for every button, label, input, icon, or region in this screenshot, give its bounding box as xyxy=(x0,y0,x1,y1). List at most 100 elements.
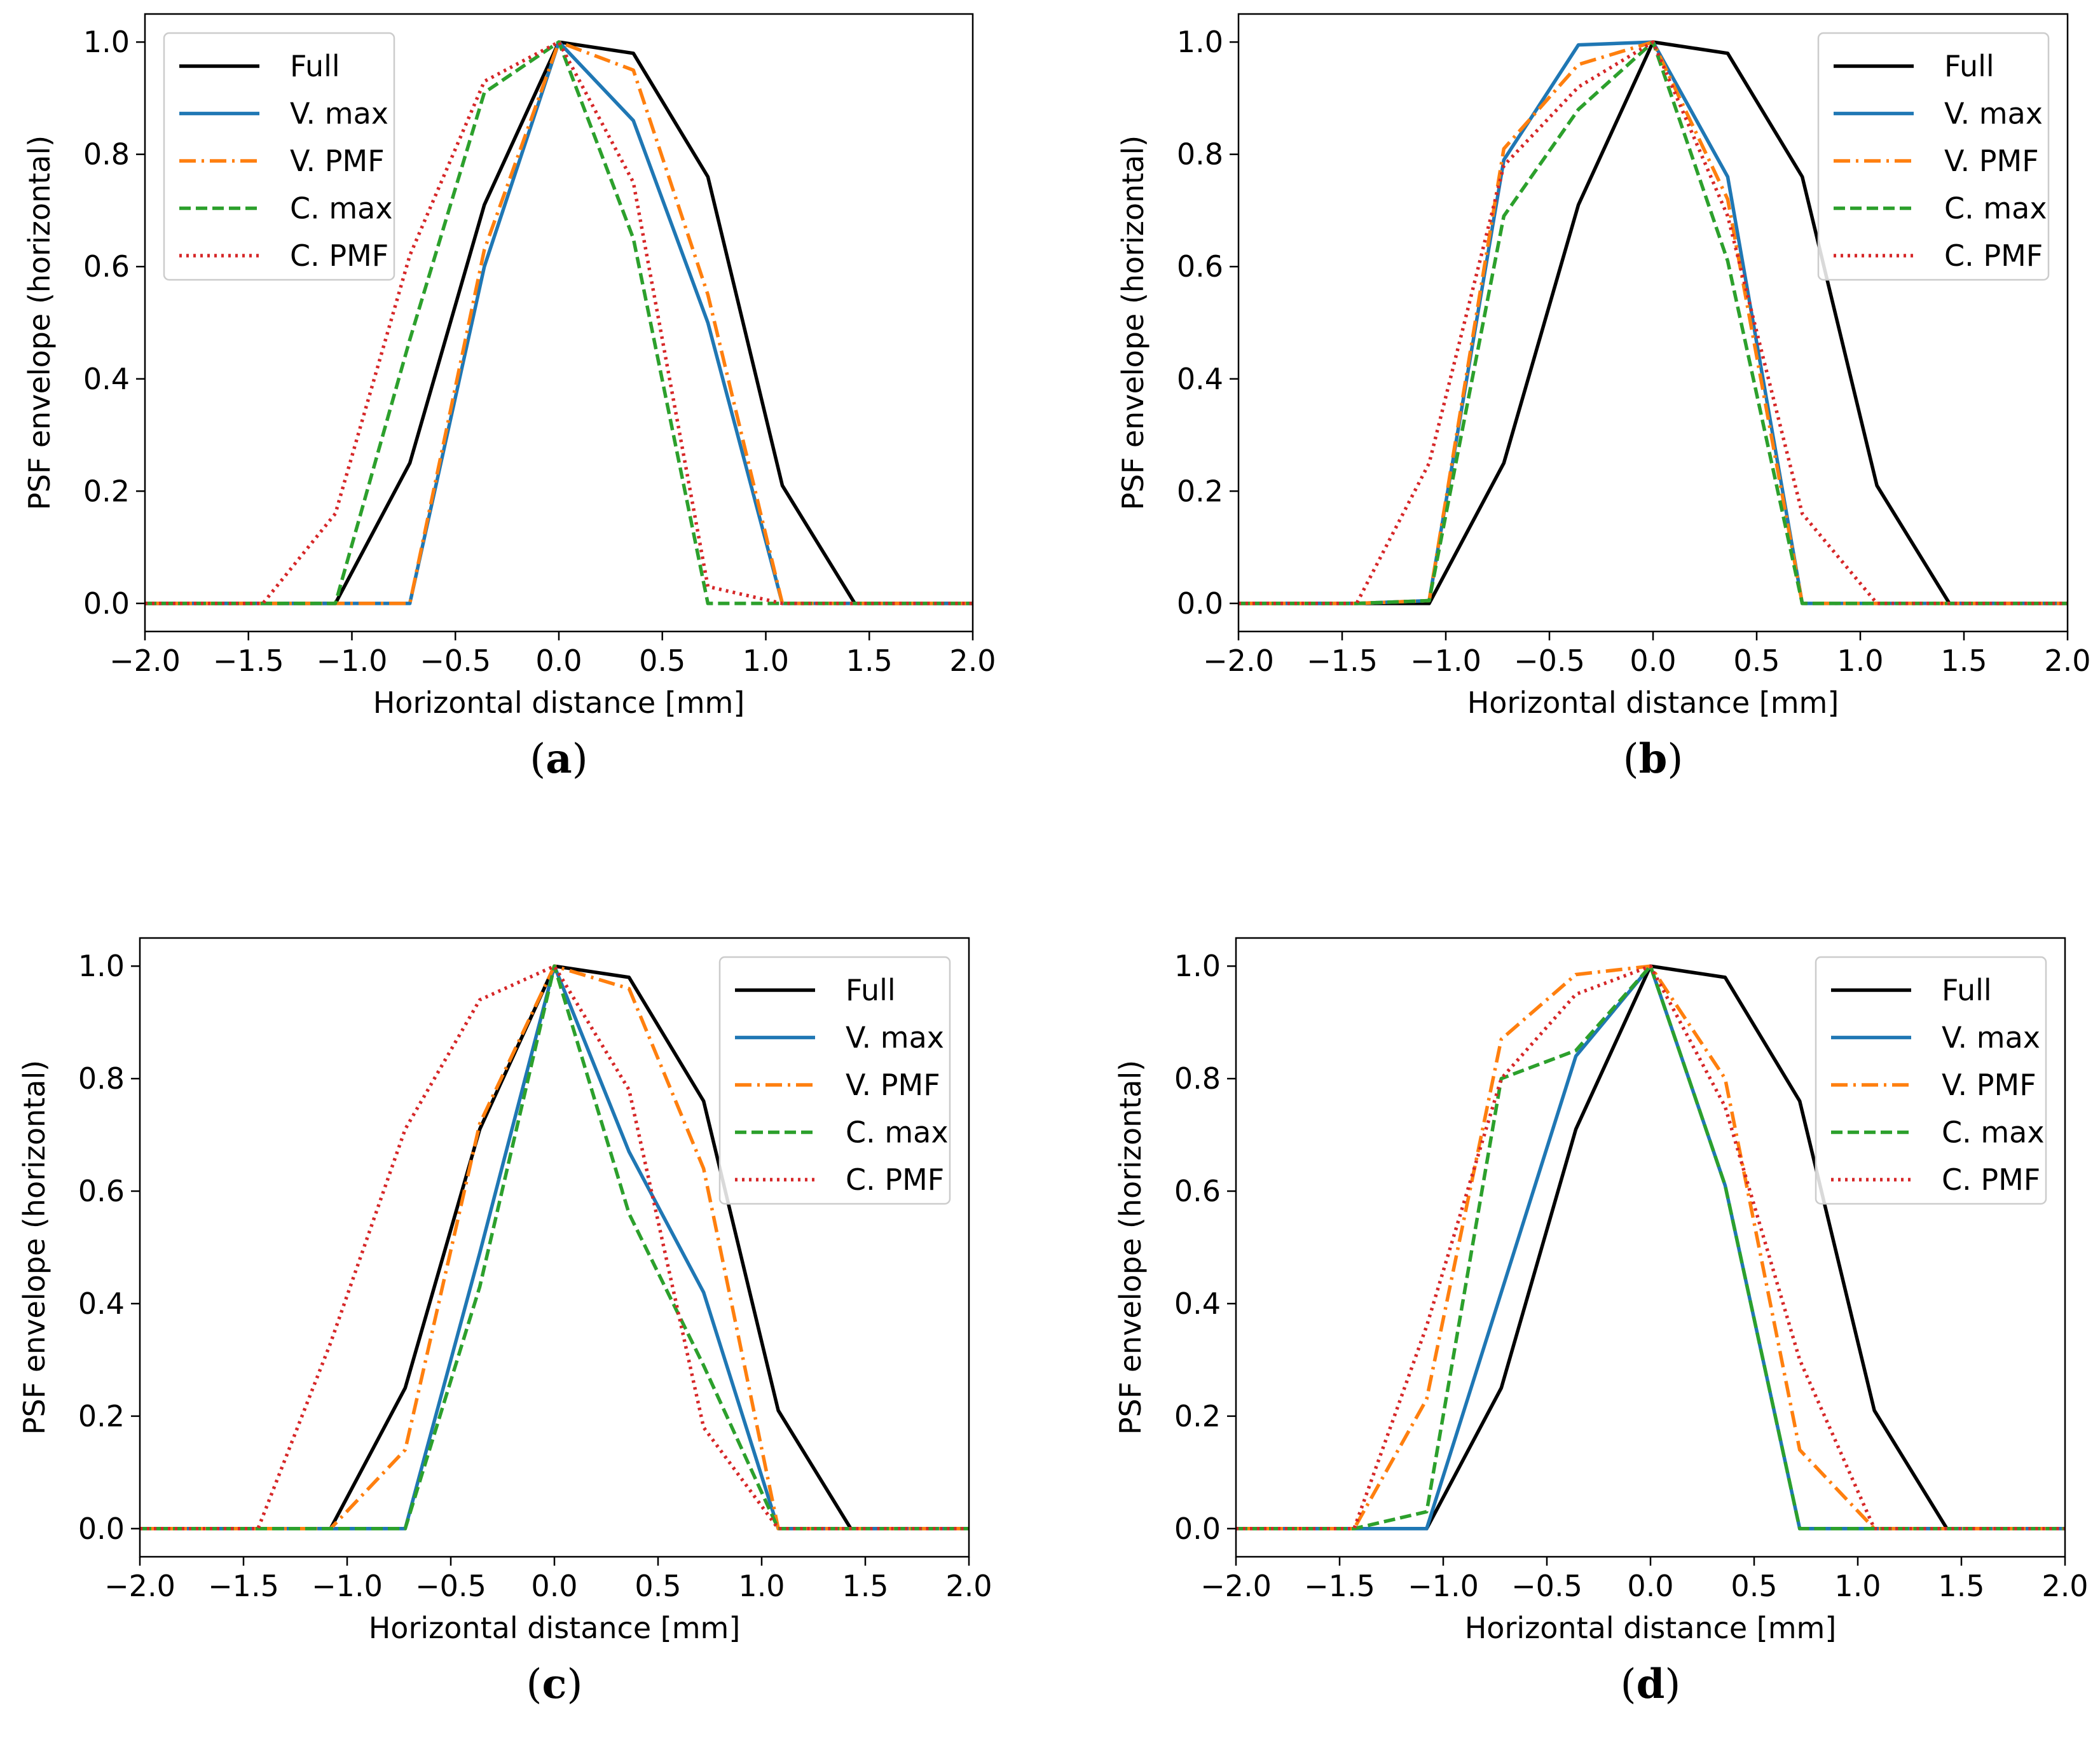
x-axis-title: Horizontal distance [mm] xyxy=(369,1611,741,1645)
x-tick-label: 0.5 xyxy=(639,644,685,678)
plot-area xyxy=(145,40,973,605)
x-tick-label: 2.0 xyxy=(2044,644,2090,678)
x-tick-label: −1.5 xyxy=(1304,1569,1375,1603)
x-tick-label: 1.0 xyxy=(1837,644,1883,678)
x-tick-label: 1.5 xyxy=(1938,1569,1984,1603)
x-tick-label: −2.0 xyxy=(1200,1569,1272,1603)
y-tick-label: 0.6 xyxy=(1177,249,1223,284)
x-tick-label: 0.5 xyxy=(635,1569,681,1603)
y-tick-label: 0.8 xyxy=(83,137,130,172)
y-axis-title: PSF envelope (horizontal) xyxy=(1116,135,1150,510)
y-tick-label: 0.2 xyxy=(83,474,130,508)
x-tick-label: −0.5 xyxy=(420,644,491,678)
legend: Full V. max V. PMF C. max C. PMF xyxy=(1817,32,2050,281)
series-line-cmax xyxy=(1236,964,2065,1531)
y-tick-label: 1.0 xyxy=(78,949,125,983)
x-tick-label: 2.0 xyxy=(945,1569,992,1603)
x-tick-label: −2.0 xyxy=(104,1569,175,1603)
x-tick-label: 1.0 xyxy=(738,1569,785,1603)
x-tick-label: 1.5 xyxy=(846,644,893,678)
chart-panel-d: −2.0 −1.5 −1.0 −0.5 0.0 0.5 1.0 1.5 2.0 0.0 0.2 0.4… xyxy=(1113,937,2089,1708)
chart-panel-b: −2.0 −1.5 −1.0 −0.5 0.0 0.5 1.0 1.5 2.0 0.0 0.2 0.4… xyxy=(1116,13,2091,783)
y-tick-label: 0.2 xyxy=(78,1399,125,1433)
x-tick-label: 0.0 xyxy=(531,1569,577,1603)
x-tick-label: −1.0 xyxy=(1408,1569,1479,1603)
y-tick-label: 0.2 xyxy=(1177,474,1223,508)
series-line-cpmf xyxy=(1239,40,2068,605)
x-tick-label: −1.0 xyxy=(1410,644,1481,678)
series-line-cmax xyxy=(145,40,973,605)
x-tick-label: −1.0 xyxy=(317,644,388,678)
y-tick-label: 0.8 xyxy=(78,1061,125,1096)
x-tick-label: 2.0 xyxy=(2042,1569,2088,1603)
x-tick-label: 0.0 xyxy=(1630,644,1676,678)
legend-label-vpmf: V. PMF xyxy=(1944,144,2039,178)
x-tick-label: −0.5 xyxy=(1511,1569,1582,1603)
x-tick-label: 1.5 xyxy=(842,1569,888,1603)
legend-label-full: Full xyxy=(846,973,896,1007)
legend-label-cpmf: C. PMF xyxy=(290,238,388,273)
y-tick-label: 0.4 xyxy=(1177,362,1223,396)
series-line-cpmf xyxy=(140,964,969,1531)
y-tick-label: 1.0 xyxy=(83,25,130,59)
x-tick-label: −1.5 xyxy=(1307,644,1378,678)
legend-box xyxy=(163,32,395,281)
y-tick-label: 0.0 xyxy=(1174,1512,1221,1546)
y-tick-label: 0.0 xyxy=(83,586,130,621)
legend-label-full: Full xyxy=(1944,49,1994,83)
legend-box xyxy=(718,956,951,1205)
legend-label-vpmf: V. PMF xyxy=(1942,1068,2036,1102)
y-tick-label: 0.6 xyxy=(1174,1174,1221,1208)
legend-label-cpmf: C. PMF xyxy=(1942,1162,2040,1197)
y-tick-label: 0.0 xyxy=(78,1512,125,1546)
legend-label-cpmf: C. PMF xyxy=(1944,238,2043,273)
plot-area xyxy=(140,964,969,1531)
panel-caption: (c) xyxy=(526,1660,583,1708)
y-tick-label: 0.0 xyxy=(1177,586,1223,621)
x-tick-label: −2.0 xyxy=(1203,644,1274,678)
x-axis-title: Horizontal distance [mm] xyxy=(1467,686,1839,720)
legend-label-full: Full xyxy=(1942,973,1992,1007)
legend-label-vmax: V. max xyxy=(1942,1021,2040,1055)
x-tick-label: 0.0 xyxy=(535,644,582,678)
chart-panel-c: −2.0 −1.5 −1.0 −0.5 0.0 0.5 1.0 1.5 2.0 0.0 0.2 0.4… xyxy=(17,937,992,1708)
y-axis-title: PSF envelope (horizontal) xyxy=(17,1060,51,1435)
y-tick-label: 1.0 xyxy=(1174,949,1221,983)
y-tick-label: 0.6 xyxy=(78,1174,125,1208)
y-axis-title: PSF envelope (horizontal) xyxy=(1113,1060,1148,1435)
y-tick-label: 0.8 xyxy=(1174,1061,1221,1096)
y-tick-label: 0.6 xyxy=(83,249,130,284)
x-tick-label: 2.0 xyxy=(949,644,996,678)
panel-caption: (a) xyxy=(530,735,587,783)
plot-area xyxy=(1239,40,2068,605)
series-line-cpmf xyxy=(1236,964,2065,1531)
x-tick-label: −1.0 xyxy=(312,1569,383,1603)
panel-caption: (b) xyxy=(1623,735,1684,783)
legend-box xyxy=(1815,956,2047,1205)
legend-label-cmax: C. max xyxy=(1942,1115,2045,1150)
x-tick-label: −1.5 xyxy=(208,1569,279,1603)
legend-box xyxy=(1817,32,2050,281)
x-tick-label: 1.5 xyxy=(1940,644,1987,678)
y-axis-title: PSF envelope (horizontal) xyxy=(22,135,57,510)
x-tick-label: −0.5 xyxy=(1514,644,1585,678)
panel-caption: (d) xyxy=(1621,1660,1681,1708)
x-tick-label: −1.5 xyxy=(213,644,284,678)
y-tick-label: 0.8 xyxy=(1177,137,1223,172)
y-tick-label: 0.4 xyxy=(83,362,130,396)
x-tick-label: −0.5 xyxy=(415,1569,486,1603)
x-tick-label: 1.0 xyxy=(743,644,789,678)
y-tick-label: 0.4 xyxy=(78,1286,125,1321)
legend: Full V. max V. PMF C. max C. PMF xyxy=(1815,956,2047,1205)
legend: Full V. max V. PMF C. max C. PMF xyxy=(718,956,951,1205)
y-tick-label: 1.0 xyxy=(1177,25,1223,59)
legend-label-cmax: C. max xyxy=(1944,191,2047,226)
x-tick-label: 0.5 xyxy=(1733,644,1780,678)
legend-label-vmax: V. max xyxy=(1944,97,2043,131)
x-axis-title: Horizontal distance [mm] xyxy=(373,686,745,720)
x-tick-label: 1.0 xyxy=(1834,1569,1881,1603)
legend-label-full: Full xyxy=(290,49,340,83)
legend-label-cpmf: C. PMF xyxy=(846,1162,944,1197)
legend-label-vpmf: V. PMF xyxy=(846,1068,940,1102)
